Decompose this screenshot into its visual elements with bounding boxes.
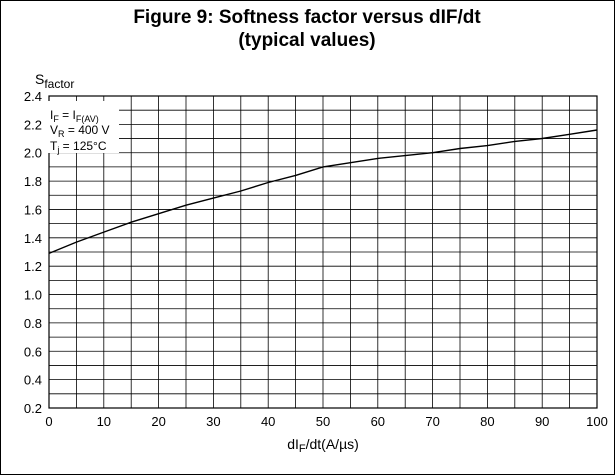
y-tick-label: 2.2 <box>24 117 42 132</box>
x-tick-label: 100 <box>586 414 608 429</box>
y-tick-label: 1.6 <box>24 202 42 217</box>
tick-labels: 0 10 20 30 40 50 60 70 80 90 100 0.2 0.4 0.6 0.8 1.0 1.2… <box>24 89 608 429</box>
x-tick-label: 10 <box>97 414 111 429</box>
x-tick-label: 70 <box>425 414 439 429</box>
y-tick-label: 1.8 <box>24 174 42 189</box>
y-tick-label: 2.4 <box>24 89 42 104</box>
y-tick-label: 0.4 <box>24 373 42 388</box>
x-tick-label: 60 <box>371 414 385 429</box>
y-tick-label: 1.2 <box>24 259 42 274</box>
chart-title: Figure 9: Softness factor versus dIF/dt <box>133 7 481 28</box>
annotation-vr: VR = 400 V <box>50 123 110 139</box>
grid <box>48 95 598 409</box>
x-tick-label: 40 <box>261 414 275 429</box>
x-tick-label: 20 <box>151 414 165 429</box>
x-tick-label: 0 <box>45 414 52 429</box>
plot-area-border <box>48 95 598 409</box>
x-tick-label: 50 <box>316 414 330 429</box>
series-lines <box>48 129 598 255</box>
y-tick-label: 1.4 <box>24 231 42 246</box>
annotation-if: IF = IF(AV) <box>50 108 99 124</box>
series-line <box>48 129 598 255</box>
y-tick-label: 1.0 <box>24 288 42 303</box>
y-tick-label: 0.2 <box>24 401 42 416</box>
x-axis-label: dIF/dt(A/µs) <box>287 436 359 455</box>
y-tick-label: 0.8 <box>24 316 42 331</box>
y-axis-label: Sfactor <box>35 71 74 91</box>
y-tick-label: 2.0 <box>24 146 42 161</box>
x-tick-label: 90 <box>535 414 549 429</box>
x-tick-label: 80 <box>480 414 494 429</box>
y-tick-label: 0.6 <box>24 344 42 359</box>
annotation-background <box>47 101 119 153</box>
annotation-tj: Tj = 125°C <box>50 139 107 155</box>
chart-subtitle: (typical values) <box>238 30 375 51</box>
x-tick-label: 30 <box>206 414 220 429</box>
